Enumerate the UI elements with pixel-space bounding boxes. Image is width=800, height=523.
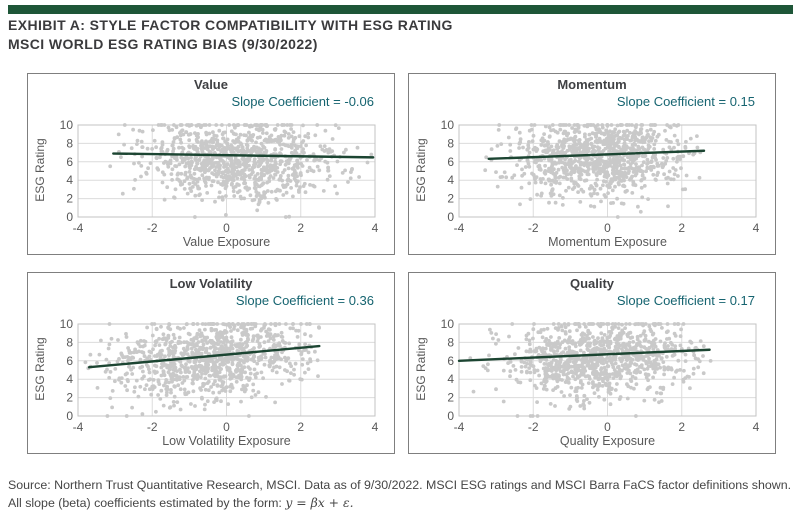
x-tick-label: 2 [297,420,304,434]
x-tick-label: -2 [147,420,158,434]
scatter-plot-low-volatility: 0 2 4 6 8 10 -4 -2 0 2 4 [60,317,379,434]
x-axis-title: Quality Exposure [559,434,656,448]
y-tick-label: 8 [66,136,73,150]
y-tick-label: 8 [447,136,454,150]
x-tick-label: -2 [528,420,539,434]
trend-line [87,344,321,369]
x-tick-label: 0 [604,420,611,434]
chart-panel-value: Value Slope Coefficient = -0.06 ESG Rati… [27,73,395,255]
x-tick-label: 4 [753,221,760,235]
y-tick-label: 0 [447,409,454,423]
trend-line [457,348,711,362]
slope-coefficient-label: Slope Coefficient = -0.06 [231,94,375,109]
scatter-points [483,123,703,219]
x-tick-label: 2 [297,221,304,235]
x-tick-label: 2 [678,221,685,235]
regression-formula: y = βx + ε. [285,495,354,511]
x-tick-label: -2 [147,221,158,235]
y-tick-label: 2 [66,192,73,206]
scatter-points [108,123,374,219]
x-tick-label: -4 [454,221,465,235]
x-tick-label: -2 [528,221,539,235]
x-tick-label: 4 [753,420,760,434]
y-tick-label: 10 [60,317,74,331]
y-tick-label: 2 [66,391,73,405]
scatter-plot-momentum: 0 2 4 6 8 10 -4 -2 0 2 4 [441,118,760,235]
slope-coefficient-label: Slope Coefficient = 0.36 [235,293,374,308]
x-tick-label: -4 [454,420,465,434]
y-tick-label: 6 [447,155,454,169]
chart-title: Quality [569,276,615,291]
y-tick-label: 6 [66,155,73,169]
x-tick-label: 4 [372,221,379,235]
x-axis-title: Momentum Exposure [548,235,667,249]
chart-panel-quality: Quality Slope Coefficient = 0.17 ESG Rat… [408,272,776,454]
chart-panel-momentum: Momentum Slope Coefficient = 0.15 ESG Ra… [408,73,776,255]
scatter-points [83,322,321,418]
y-tick-label: 4 [447,372,454,386]
y-tick-label: 8 [447,335,454,349]
plot-border [77,124,376,218]
x-tick-label: -4 [73,420,84,434]
slope-coefficient-label: Slope Coefficient = 0.17 [616,293,755,308]
y-tick-label: 0 [447,210,454,224]
trend-line [112,152,375,159]
y-tick-label: 10 [441,118,455,132]
source-text: Source: Northern Trust Quantitative Rese… [8,478,792,511]
chart-grid: Value Slope Coefficient = -0.06 ESG Rati… [27,73,776,454]
header-accent-bar [8,5,793,14]
x-tick-label: 4 [372,420,379,434]
chart-title: Value [194,77,228,92]
chart-title: Low Volatility [169,276,253,291]
scatter-plot-value: 0 2 4 6 8 10 -4 -2 0 2 4 [60,118,379,235]
slope-coefficient-label: Slope Coefficient = 0.15 [616,94,755,109]
x-tick-label: 0 [223,221,230,235]
y-tick-label: 10 [441,317,455,331]
y-tick-label: 4 [66,173,73,187]
x-axis-title: Value Exposure [182,235,271,249]
x-tick-label: -4 [73,221,84,235]
x-axis-title: Low Volatility Exposure [162,434,291,448]
scatter-plot-quality: 0 2 4 6 8 10 -4 -2 0 2 4 [441,317,760,434]
y-tick-label: 4 [66,372,73,386]
chart-panel-low-volatility: Low Volatility Slope Coefficient = 0.36 … [27,272,395,454]
y-tick-label: 2 [447,391,454,405]
source-note: Source: Northern Trust Quantitative Rese… [8,477,794,513]
y-tick-label: 0 [66,409,73,423]
x-tick-label: 0 [604,221,611,235]
exhibit-title-line2: MSCI WORLD ESG RATING BIAS (9/30/2022) [8,36,318,52]
scatter-points [468,322,713,418]
x-tick-label: 0 [223,420,230,434]
y-tick-label: 6 [447,354,454,368]
exhibit-title-line1: EXHIBIT A: STYLE FACTOR COMPATIBILITY WI… [8,17,453,33]
y-tick-label: 0 [66,210,73,224]
y-tick-label: 10 [60,118,74,132]
chart-title: Momentum [557,77,627,92]
y-tick-label: 6 [66,354,73,368]
y-tick-label: 2 [447,192,454,206]
x-tick-label: 2 [678,420,685,434]
trend-line [487,149,706,161]
y-tick-label: 8 [66,335,73,349]
y-tick-label: 4 [447,173,454,187]
